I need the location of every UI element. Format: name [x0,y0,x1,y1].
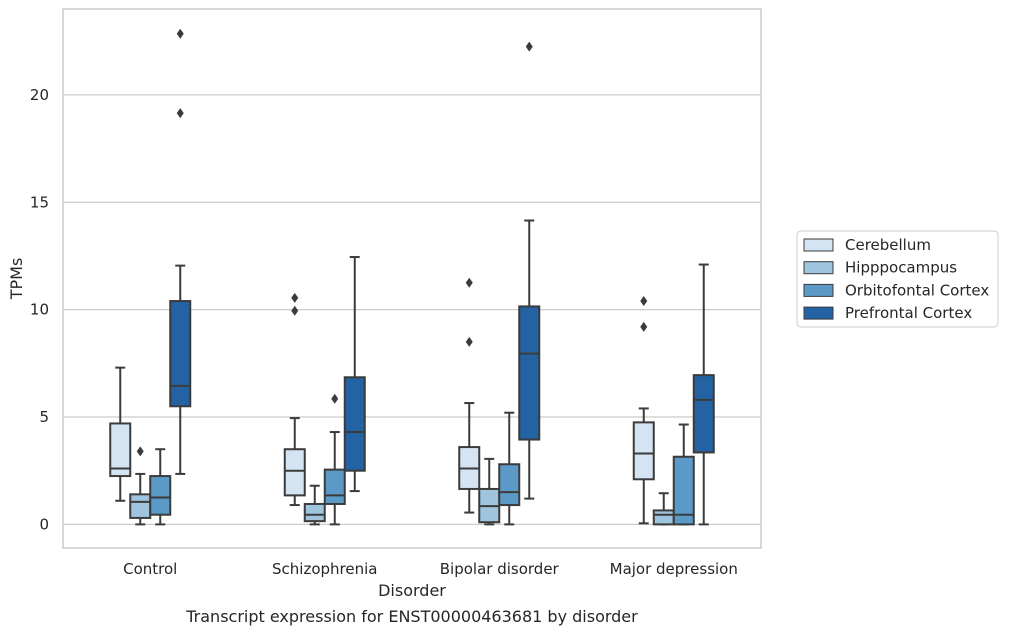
box-iqr [672,455,695,526]
box-iqr [632,421,655,481]
outlier-point [176,108,184,119]
box-cerebellum [109,366,132,502]
box-iqr [652,509,675,526]
x-tick-labels: Control Schizophrenia Bipolar disorder Majo… [123,560,738,578]
outlier-point [465,336,473,347]
x-tick-label: Control [123,560,177,578]
outlier-point [640,296,648,307]
y-tick-labels: 0 5 10 15 20 [30,86,49,533]
legend-entry: Hipppocampus [845,259,957,277]
outlier-point [136,446,144,457]
outlier-point [525,41,533,52]
box-iqr [169,300,192,408]
outlier-point [640,321,648,332]
y-tick-label: 15 [30,193,49,211]
box-iqr [109,422,132,478]
y-tick-label: 20 [30,86,49,104]
legend-swatch [803,306,834,320]
outlier-point [331,393,339,404]
box-orbitofontal-cortex [323,393,346,526]
x-tick-label: Schizophrenia [272,560,377,578]
box-iqr [149,475,172,516]
legend-swatch [803,238,834,252]
box-prefrontal-cortex [169,28,192,475]
box-hipppocampus [303,484,326,526]
y-axis-label: TPMs [7,258,26,301]
y-tick-label: 10 [30,301,49,319]
legend-entry: Prefrontal Cortex [845,304,972,322]
box-iqr [303,502,326,523]
box-iqr [343,376,366,472]
box-orbitofontal-cortex [149,448,172,526]
box-hipppocampus [478,457,501,526]
box-cerebellum [458,277,481,514]
box-iqr [129,493,152,519]
box-cerebellum [283,292,306,507]
outlier-point [465,277,473,288]
box-iqr [692,374,715,454]
box-iqr [518,305,541,441]
legend-entry: Cerebellum [845,236,931,254]
box-orbitofontal-cortex [672,423,695,526]
box-prefrontal-cortex [518,41,541,500]
box-iqr [323,468,346,505]
outlier-point [291,292,299,303]
box-prefrontal-cortex [692,263,715,526]
box-hipppocampus [129,446,152,526]
x-axis-label: Disorder [378,581,446,600]
legend-frame [796,230,999,328]
plot-area-frame [62,8,762,549]
box-iqr [283,448,306,497]
outlier-point [176,28,184,39]
legend-swatch [803,283,834,297]
figure-caption: Transcript expression for ENST0000046368… [185,607,638,626]
x-tick-label: Major depression [610,560,738,578]
y-tick-label: 5 [39,408,49,426]
legend: Cerebellum Hipppocampus Orbitofontal Corte… [796,230,999,328]
box-iqr [498,463,521,507]
legend-entry: Orbitofontal Cortex [845,281,989,299]
box-cerebellum [632,296,655,525]
x-tick-label: Bipolar disorder [440,560,560,578]
box-orbitofontal-cortex [498,411,521,526]
outlier-point [291,305,299,316]
y-tick-label: 0 [39,515,49,533]
legend-swatch [803,261,834,275]
box-series [109,28,715,526]
box-prefrontal-cortex [343,256,366,493]
